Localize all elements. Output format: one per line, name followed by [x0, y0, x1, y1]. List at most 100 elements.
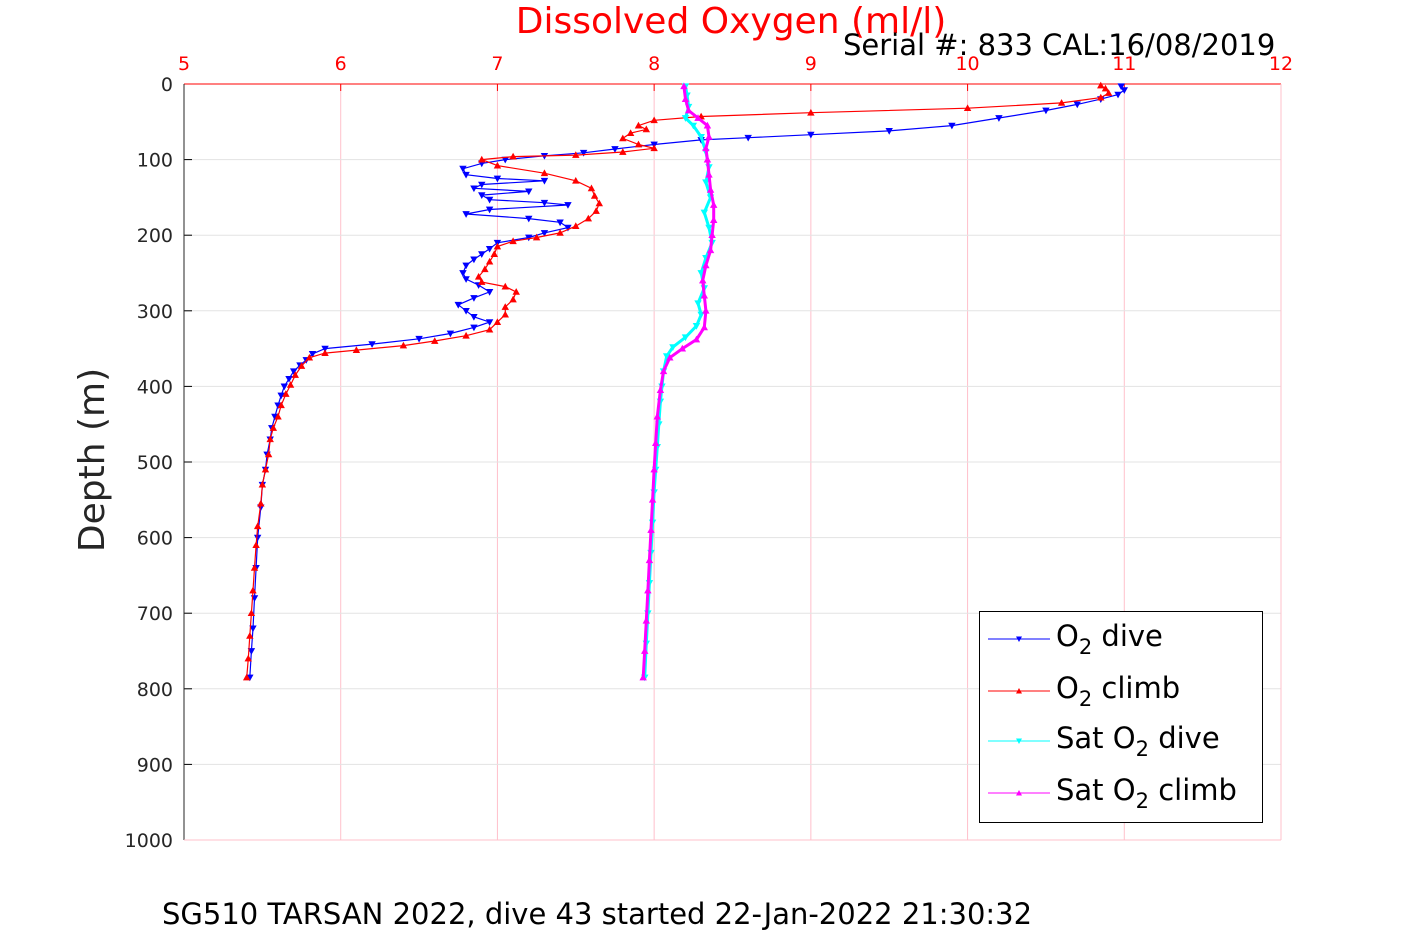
- data-point: [697, 134, 705, 141]
- data-point: [1117, 83, 1125, 91]
- data-point: [669, 344, 677, 351]
- data-point: [478, 251, 486, 258]
- data-point: [587, 184, 596, 192]
- x-tick-label: 8: [648, 53, 660, 75]
- data-point: [1104, 89, 1113, 96]
- data-point: [501, 282, 509, 290]
- data-point: [564, 202, 572, 209]
- data-point: [512, 288, 520, 295]
- data-point: [709, 216, 718, 223]
- data-point: [694, 114, 702, 121]
- data-point: [261, 465, 270, 473]
- data-point: [700, 291, 709, 299]
- data-point: [509, 295, 517, 303]
- y-tick-label: 400: [137, 376, 173, 398]
- data-point: [1042, 107, 1050, 115]
- data-point: [485, 206, 494, 214]
- legend-swatch-sat-o2-climb: [988, 790, 1050, 796]
- data-point: [572, 222, 580, 229]
- data-point: [653, 412, 661, 420]
- data-point: [532, 233, 541, 241]
- data-point: [807, 108, 815, 116]
- data-point: [352, 346, 361, 353]
- data-point: [478, 181, 486, 189]
- dive-footer-label: SG510 TARSAN 2022, dive 43 started 22-Ja…: [162, 897, 1033, 931]
- data-point: [619, 134, 627, 142]
- data-point: [282, 390, 290, 397]
- x-tick-label: 5: [178, 53, 190, 75]
- data-point: [257, 499, 265, 507]
- data-point: [1120, 87, 1128, 94]
- data-point: [462, 276, 470, 283]
- serial-calibration-label: Serial #: 833 CAL:16/08/2019: [843, 28, 1276, 62]
- data-point: [459, 165, 467, 173]
- data-point: [291, 371, 299, 378]
- data-point: [595, 199, 604, 207]
- data-point: [478, 192, 486, 199]
- data-point: [702, 306, 710, 314]
- data-point: [247, 648, 256, 655]
- data-point: [584, 214, 593, 222]
- series-3: [639, 82, 718, 681]
- data-point: [564, 224, 572, 232]
- legend-marker: [1016, 790, 1022, 796]
- data-point: [286, 381, 295, 388]
- data-point: [305, 353, 314, 361]
- data-point: [702, 261, 710, 269]
- y-tick-label: 700: [137, 603, 173, 625]
- legend-item-sat-o2-climb: Sat O2 climb: [988, 770, 1258, 812]
- data-point: [485, 319, 494, 326]
- data-point: [702, 179, 710, 187]
- data-point: [652, 439, 660, 446]
- data-point: [709, 201, 718, 208]
- data-point: [493, 161, 502, 169]
- data-point: [462, 262, 470, 270]
- data-point: [459, 270, 467, 277]
- series-line: [641, 86, 716, 678]
- data-point: [253, 522, 262, 530]
- legend-label-sat-o2-dive: Sat O2 dive: [1056, 721, 1220, 761]
- data-point: [478, 155, 486, 163]
- data-point: [705, 224, 713, 232]
- data-point: [249, 586, 257, 594]
- data-point: [1114, 91, 1122, 99]
- legend-item-sat-o2-dive: Sat O2 dive: [988, 718, 1258, 761]
- data-point: [321, 345, 329, 353]
- data-point: [266, 435, 274, 443]
- data-point: [592, 207, 600, 214]
- data-point: [540, 169, 549, 177]
- data-point: [572, 151, 580, 158]
- data-point: [540, 177, 549, 185]
- data-point: [485, 245, 494, 253]
- data-point: [680, 82, 688, 90]
- data-point: [277, 401, 285, 409]
- data-point: [642, 125, 651, 133]
- data-point: [681, 115, 690, 122]
- data-point: [648, 495, 657, 503]
- data-point: [885, 128, 893, 135]
- legend-swatch-o2-climb: [988, 688, 1050, 694]
- data-point: [556, 229, 564, 236]
- data-point: [525, 215, 533, 223]
- chart-legend: O2 dive O2 climb Sat O2 dive Sat O2 clim…: [979, 611, 1263, 823]
- data-point: [485, 325, 494, 333]
- data-point: [642, 616, 651, 624]
- data-point: [285, 375, 293, 383]
- data-point: [626, 129, 635, 136]
- x-tick-label: 6: [335, 53, 347, 75]
- data-point: [692, 323, 701, 330]
- data-point: [700, 209, 709, 217]
- data-point: [619, 148, 627, 155]
- data-point: [705, 170, 713, 178]
- data-point: [525, 234, 533, 242]
- x-tick-label: 11: [1112, 53, 1136, 75]
- y-tick-label: 100: [137, 150, 173, 172]
- data-point: [493, 175, 502, 183]
- y-tick-label: 200: [137, 225, 173, 247]
- legend-swatch-sat-o2-dive: [988, 738, 1050, 744]
- data-point: [647, 526, 655, 533]
- data-point: [650, 144, 658, 152]
- data-point: [252, 541, 260, 549]
- y-tick-label: 300: [137, 301, 173, 323]
